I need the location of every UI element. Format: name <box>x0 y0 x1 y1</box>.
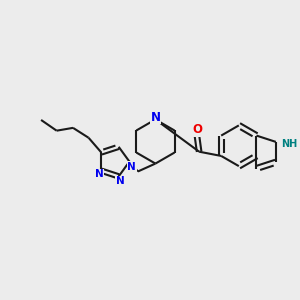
Text: NH: NH <box>281 139 297 149</box>
Text: N: N <box>116 176 124 187</box>
Text: N: N <box>127 162 136 172</box>
Text: N: N <box>95 169 103 179</box>
Text: O: O <box>192 123 202 136</box>
Text: N: N <box>150 111 161 124</box>
